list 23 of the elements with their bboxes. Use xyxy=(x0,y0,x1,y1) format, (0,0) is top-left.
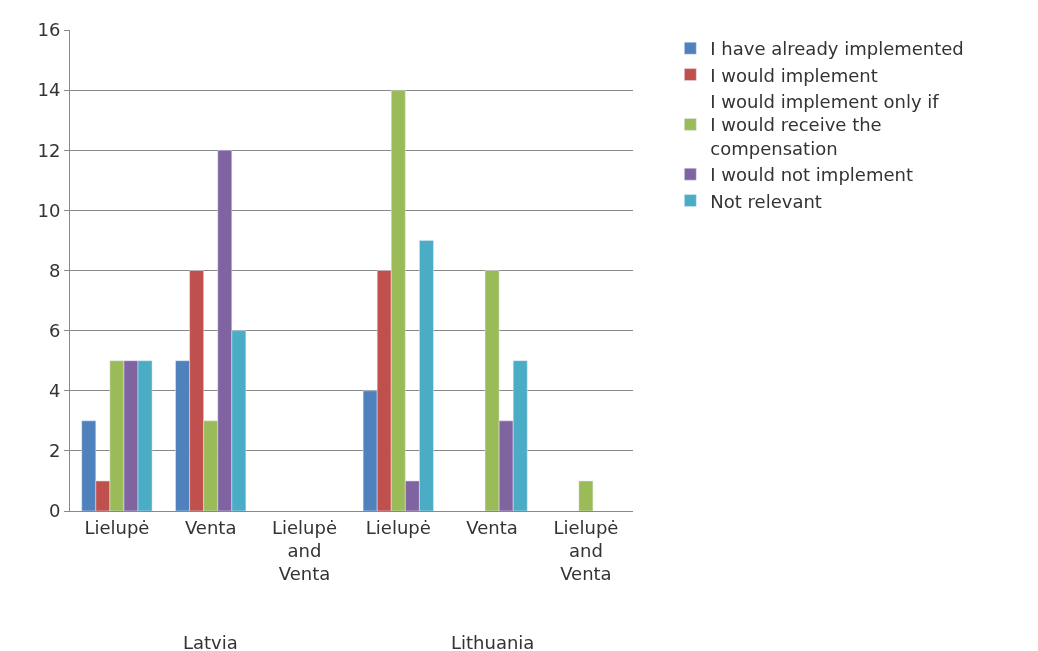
legend-label: Not relevant xyxy=(710,190,822,212)
text: Lithuania xyxy=(451,632,535,651)
legend-label: I would implement only if I would receive the compensation xyxy=(710,91,940,159)
legend-label: I would implement xyxy=(710,64,878,86)
y-tick-label: 2 xyxy=(48,440,61,462)
x-tick-label: Lielupė and Venta xyxy=(271,516,338,585)
y-tick-label: 16 xyxy=(37,19,61,41)
text: Latvia xyxy=(183,632,238,651)
y-tick-label: 0 xyxy=(48,500,61,522)
y-tick-label: 10 xyxy=(37,199,61,221)
y-tick-label: 6 xyxy=(48,319,61,341)
y-tick-label: 14 xyxy=(37,79,61,101)
x-tick-label: Venta xyxy=(184,516,237,538)
legend-label: I have already implemented xyxy=(710,38,964,60)
x-tick-label: Venta xyxy=(466,516,518,538)
bar xyxy=(578,480,594,511)
x-tick-label: Lielupė and Venta xyxy=(553,516,619,585)
y-tick-label: 12 xyxy=(37,139,61,161)
y-tick-label: 8 xyxy=(48,259,61,281)
y-tick-label: 4 xyxy=(48,380,61,402)
x-tick-label: Lielupė xyxy=(84,516,150,538)
x-tick-label: Lielupė xyxy=(365,516,431,538)
legend-label: I would not implement xyxy=(710,164,913,186)
